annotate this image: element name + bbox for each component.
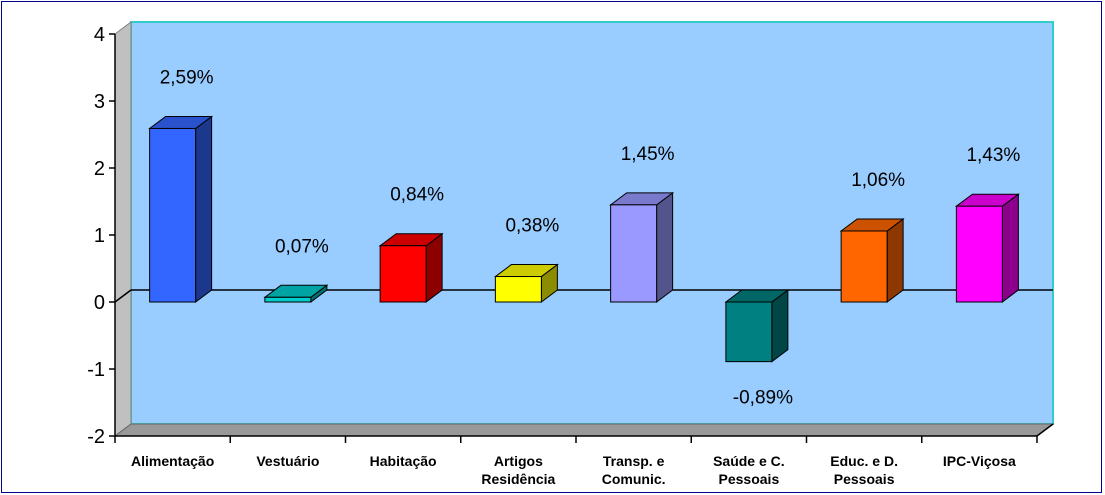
bar-side — [656, 191, 674, 303]
plot-floor — [113, 423, 1055, 437]
x-tick-label: Transp. e — [603, 453, 665, 469]
bar — [379, 245, 427, 303]
data-label: 1,45% — [621, 144, 675, 165]
y-tick-label: 4 — [94, 24, 105, 46]
bar — [149, 127, 197, 303]
x-tick-label: Artigos — [494, 453, 543, 469]
y-tick-label: 1 — [94, 225, 105, 247]
bar — [955, 205, 1003, 303]
x-tick-label: Habitação — [370, 453, 437, 469]
x-tick-label: Vestuário — [256, 453, 319, 469]
bar-group — [148, 115, 214, 303]
bar — [725, 301, 773, 363]
bar — [264, 296, 312, 303]
data-label: 0,84% — [390, 185, 444, 206]
data-label: 0,07% — [275, 236, 329, 257]
bar-group — [724, 289, 790, 363]
x-tick-label: Alimentação — [131, 453, 214, 469]
bar-group — [839, 217, 905, 303]
bar — [840, 230, 888, 303]
bar — [494, 276, 542, 303]
x-tick-label: Pessoais — [834, 471, 895, 487]
y-tick-label: -1 — [87, 359, 105, 381]
bar — [610, 204, 658, 303]
data-label: 2,59% — [160, 67, 214, 88]
x-tick-label: Residência — [481, 471, 555, 487]
y-tick-label: 2 — [94, 158, 105, 180]
x-axis-depth — [1036, 423, 1054, 437]
zero-line-side — [114, 289, 132, 303]
data-label: 1,06% — [851, 170, 905, 191]
x-tick-label: IPC-Viçosa — [943, 453, 1016, 469]
bar-side — [195, 115, 213, 303]
x-tick-label: Pessoais — [719, 471, 780, 487]
y-tick-label: 0 — [94, 292, 105, 314]
bar-side — [1001, 193, 1019, 303]
bar-group — [263, 284, 329, 303]
y-tick-label: 3 — [94, 91, 105, 113]
data-label: -0,89% — [733, 388, 793, 409]
plot-back-wall — [130, 21, 1054, 425]
bar-side — [886, 217, 904, 303]
plot-side-wall — [114, 21, 132, 437]
bar-group — [378, 232, 444, 303]
bar-group — [954, 193, 1020, 303]
bar-group — [609, 191, 675, 303]
x-tick-label: Saúde e C. — [713, 453, 785, 469]
y-tick-label: -2 — [87, 426, 105, 448]
bar-group — [493, 263, 559, 303]
x-tick-label: Educ. e D. — [830, 453, 898, 469]
data-label: 1,43% — [966, 145, 1020, 166]
x-tick-label: Comunic. — [602, 471, 666, 487]
data-label: 0,38% — [505, 216, 559, 237]
